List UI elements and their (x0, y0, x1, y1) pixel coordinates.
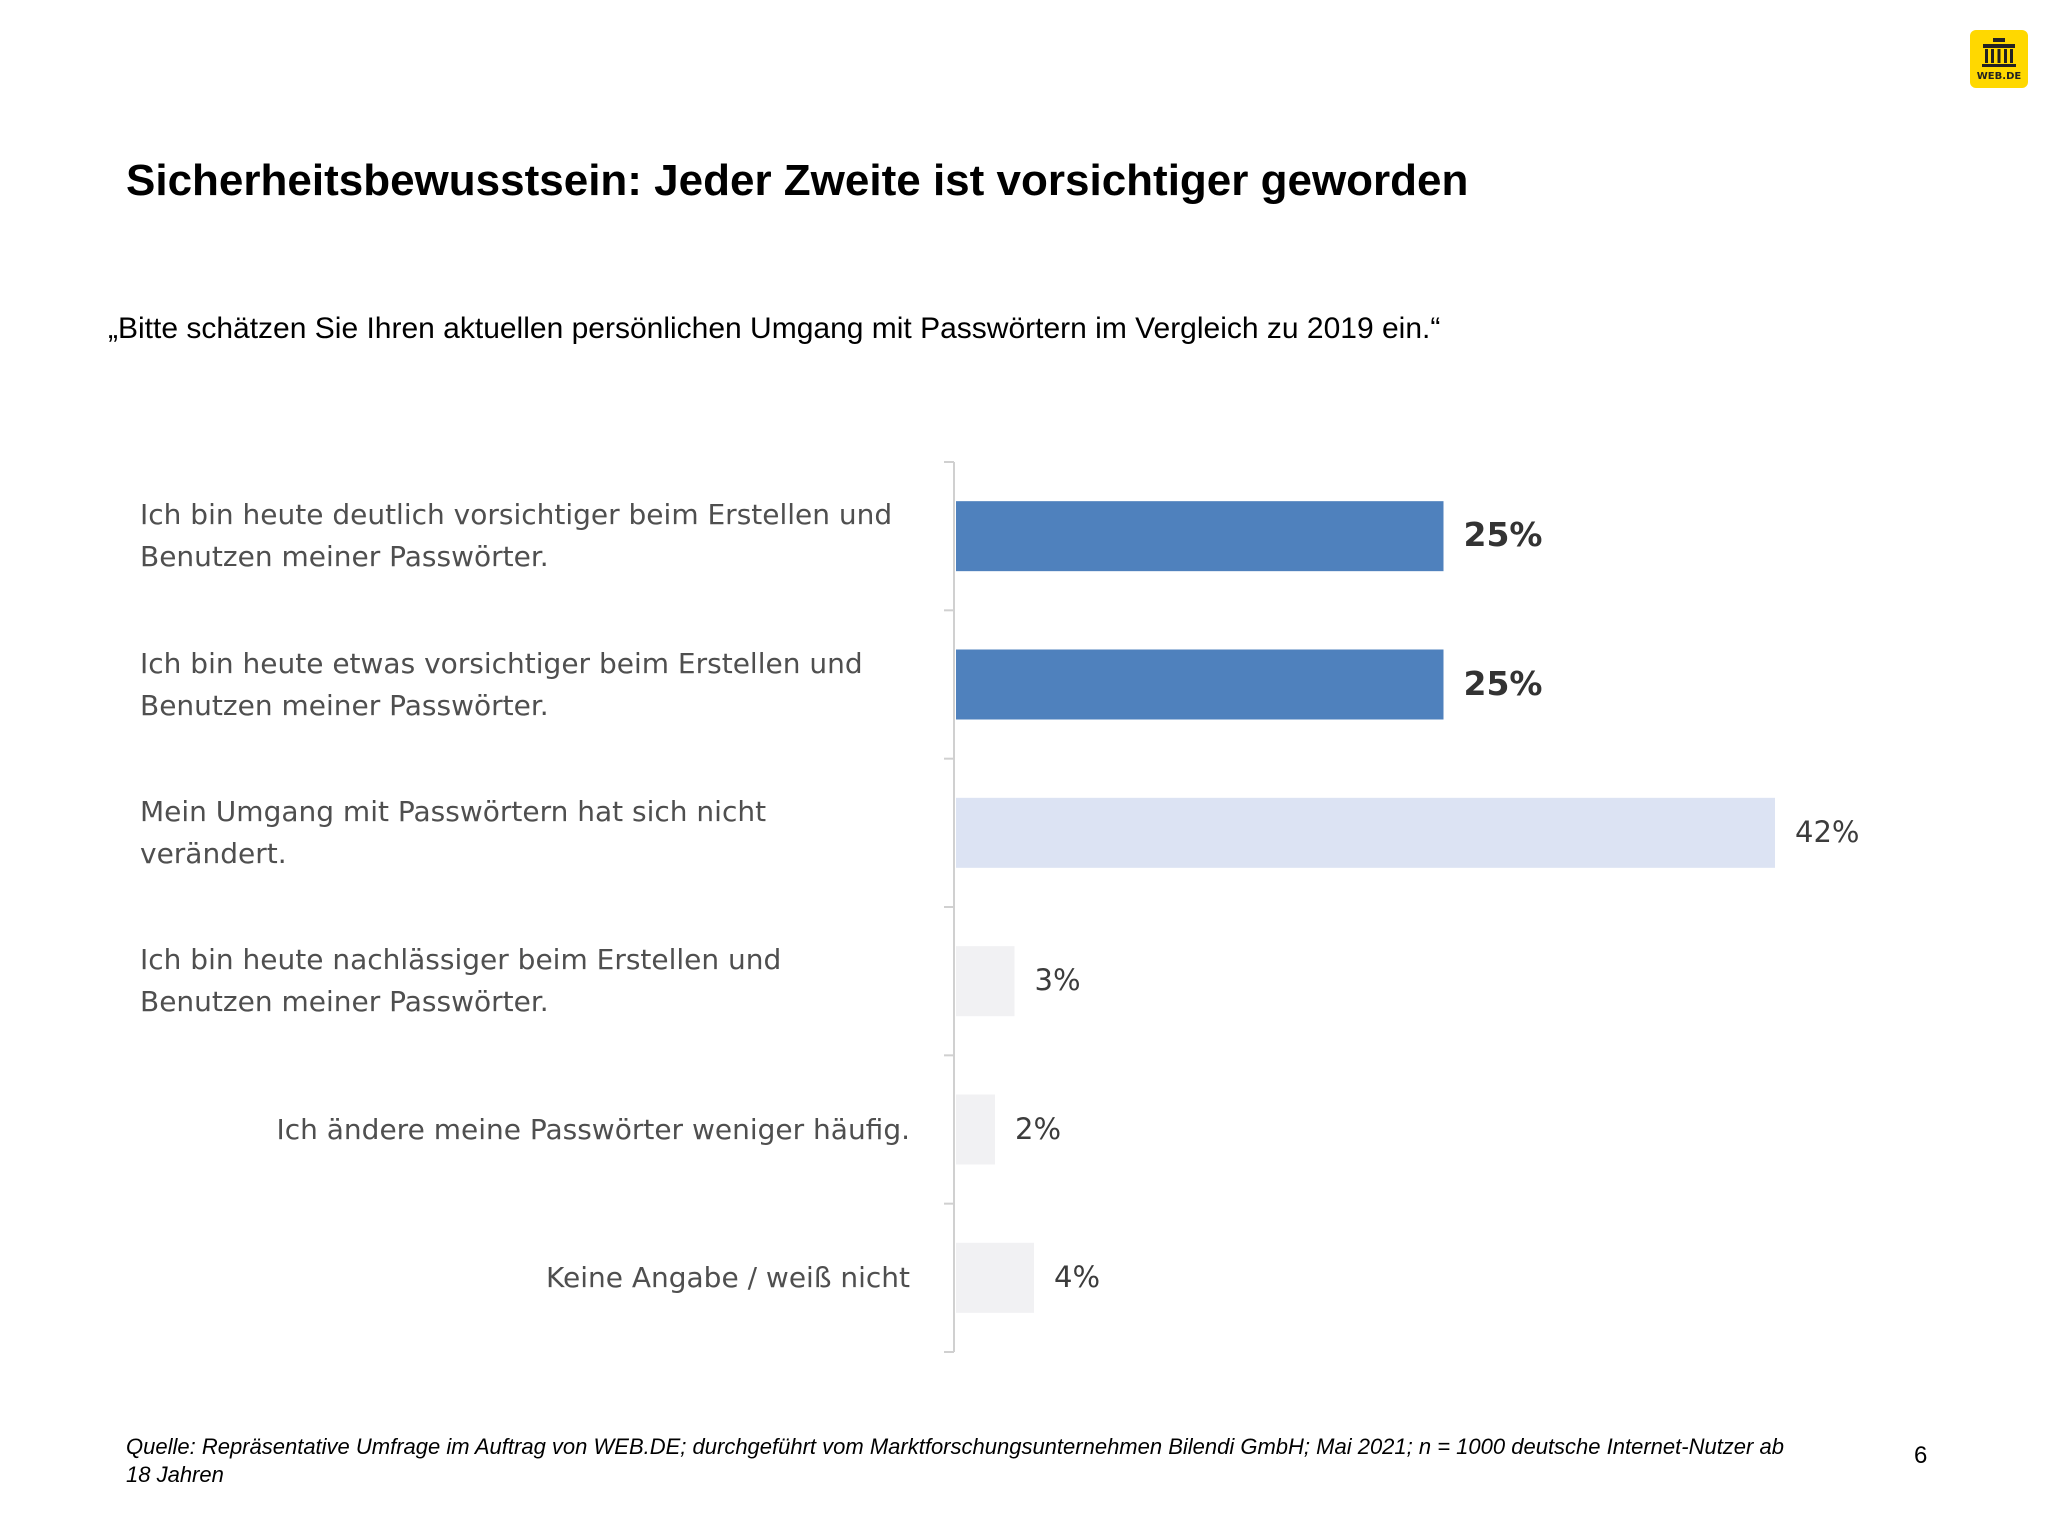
value-label: 4% (1054, 1259, 1101, 1294)
value-label: 2% (1015, 1111, 1062, 1146)
value-label: 25% (1463, 515, 1543, 555)
category-label: Mein Umgang mit Passwörtern hat sich nic… (90, 773, 910, 893)
bar (956, 1242, 1034, 1313)
bar (956, 946, 1015, 1017)
bar (956, 797, 1775, 868)
brandenburg-gate-icon (1982, 38, 2016, 67)
category-label: Ich bin heute nachlässiger beim Erstelle… (90, 921, 910, 1041)
bar (956, 501, 1444, 572)
value-label: 3% (1034, 963, 1081, 998)
bar (956, 1094, 995, 1165)
category-label-text: Keine Angabe / weiß nicht (546, 1260, 910, 1294)
webde-logo: WEB.DE (1970, 30, 2028, 88)
category-label-text: Ich bin heute nachlässiger beim Erstelle… (140, 943, 782, 1019)
category-label: Keine Angabe / weiß nicht (90, 1218, 910, 1338)
source-footnote: Quelle: Repräsentative Umfrage im Auftra… (126, 1434, 1784, 1487)
value-label: 25% (1463, 663, 1543, 703)
category-label-text: Ich bin heute etwas vorsichtiger beim Er… (140, 646, 863, 722)
page-number: 6 (1914, 1442, 1928, 1469)
category-label: Ich bin heute deutlich vorsichtiger beim… (90, 476, 910, 596)
page-title: Sicherheitsbewusstsein: Jeder Zweite ist… (126, 156, 1469, 205)
logo-text: WEB.DE (1976, 71, 2022, 82)
category-label-text: Mein Umgang mit Passwörtern hat sich nic… (140, 794, 767, 870)
category-label: Ich ändere meine Passwörter weniger häuf… (90, 1070, 910, 1190)
category-label: Ich bin heute etwas vorsichtiger beim Er… (90, 625, 910, 745)
bar (956, 649, 1444, 720)
category-label-text: Ich ändere meine Passwörter weniger häuf… (276, 1112, 910, 1146)
value-label: 42% (1795, 814, 1860, 849)
category-label-text: Ich bin heute deutlich vorsichtiger beim… (140, 498, 893, 574)
survey-question: „Bitte schätzen Sie Ihren aktuellen pers… (108, 312, 1441, 345)
